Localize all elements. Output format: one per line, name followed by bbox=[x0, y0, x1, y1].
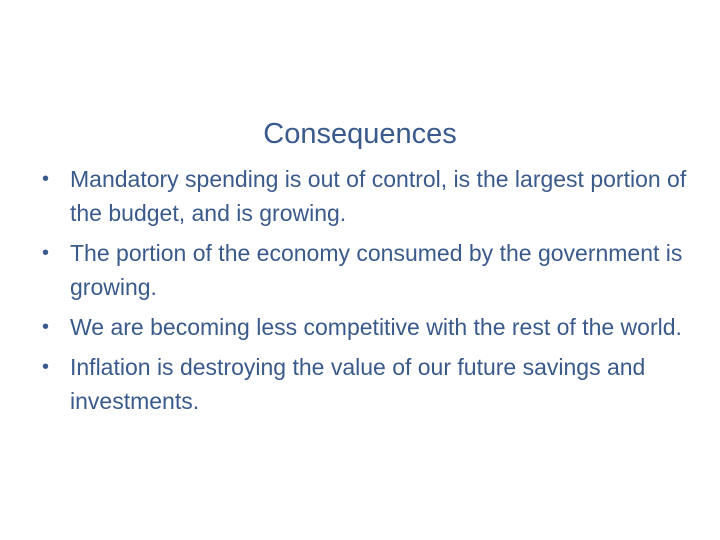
bullet-dot-icon: • bbox=[42, 356, 50, 378]
bullet-text: Mandatory spending is out of control, is… bbox=[70, 166, 687, 226]
bullet-item: • Mandatory spending is out of control, … bbox=[40, 162, 690, 230]
slide-title: Consequences bbox=[263, 118, 457, 150]
bullet-item: • Inflation is destroying the value of o… bbox=[40, 350, 690, 418]
bullet-text: We are becoming less competitive with th… bbox=[70, 314, 682, 340]
bullet-text: Inflation is destroying the value of our… bbox=[70, 354, 646, 414]
bullet-dot-icon: • bbox=[42, 168, 50, 190]
bullet-dot-icon: • bbox=[42, 242, 50, 264]
bullet-text: The portion of the economy consumed by t… bbox=[70, 240, 683, 300]
bullet-dot-icon: • bbox=[42, 316, 50, 338]
bullet-item: • The portion of the economy consumed by… bbox=[40, 236, 690, 304]
bullet-list: • Mandatory spending is out of control, … bbox=[40, 162, 690, 424]
bullet-item: • We are becoming less competitive with … bbox=[40, 310, 690, 344]
